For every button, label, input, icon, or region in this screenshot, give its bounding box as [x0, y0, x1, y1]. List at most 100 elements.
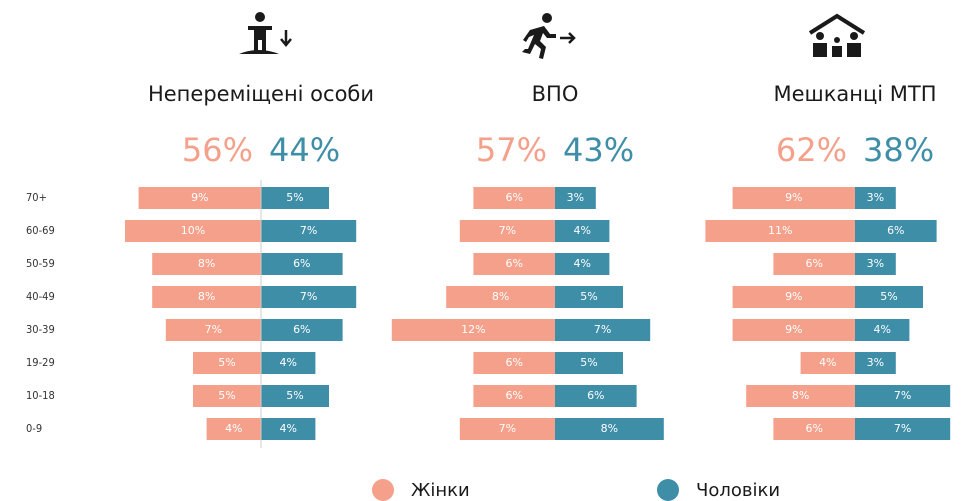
bar-men [261, 220, 357, 242]
bar-label: 5% [880, 290, 897, 303]
bar-men [555, 319, 651, 341]
bar-label: 3% [567, 191, 584, 204]
bar-label: 7% [499, 224, 516, 237]
age-label: 40-49 [26, 290, 55, 303]
bar-label: 9% [191, 191, 208, 204]
total-men: 44% [269, 131, 340, 169]
bar-women [746, 385, 855, 407]
age-label: 0-9 [26, 422, 42, 435]
bar-label: 8% [792, 389, 809, 402]
bar-women [193, 352, 261, 374]
panel-title: Мешканці МТП [773, 82, 936, 106]
bar-label: 5% [218, 389, 235, 402]
bar-men [555, 220, 610, 242]
bar-label: 6% [805, 422, 822, 435]
bar-label: 3% [867, 356, 884, 369]
total-men: 38% [863, 131, 934, 169]
total-women: 56% [182, 131, 253, 169]
bar-label: 12% [461, 323, 485, 336]
total-women: 57% [476, 131, 547, 169]
bar-label: 8% [492, 290, 509, 303]
bar-label: 6% [805, 257, 822, 270]
bar-women [165, 319, 261, 341]
bar-women [152, 286, 261, 308]
icon-family-shelter [808, 13, 866, 57]
bar-label: 4% [873, 323, 890, 336]
bar-men [261, 187, 329, 209]
bar-women [732, 319, 855, 341]
bar-men [261, 253, 343, 275]
bar-label: 9% [785, 290, 802, 303]
bar-label: 6% [505, 356, 522, 369]
bar-label: 8% [198, 290, 215, 303]
bar-label: 3% [867, 191, 884, 204]
total-men: 43% [563, 131, 634, 169]
bar-label: 8% [198, 257, 215, 270]
bar-label: 7% [499, 422, 516, 435]
bar-women [193, 385, 261, 407]
bar-men [855, 253, 896, 275]
bar-label: 6% [505, 191, 522, 204]
bar-women [800, 352, 855, 374]
bar-label: 7% [594, 323, 611, 336]
legend-swatch [372, 479, 394, 501]
bar-label: 4% [279, 422, 296, 435]
age-label: 10-18 [26, 389, 55, 402]
bar-women [473, 385, 555, 407]
bar-label: 7% [300, 224, 317, 237]
bar-men [555, 253, 610, 275]
bar-label: 7% [205, 323, 222, 336]
age-label: 70+ [26, 191, 47, 204]
bar-men [261, 385, 329, 407]
bar-label: 6% [293, 257, 310, 270]
icon-person [239, 12, 292, 54]
bar-label: 4% [225, 422, 242, 435]
bar-women [473, 352, 555, 374]
bar-men [855, 286, 923, 308]
bar-label: 3% [867, 257, 884, 270]
panel-title: Непереміщені особи [148, 82, 374, 106]
bar-label: 5% [580, 356, 597, 369]
bar-label: 4% [279, 356, 296, 369]
bar-men [555, 418, 664, 440]
bar-women [773, 418, 855, 440]
bar-men [855, 220, 937, 242]
bar-women [473, 253, 555, 275]
bar-women [152, 253, 261, 275]
bar-label: 6% [887, 224, 904, 237]
bar-label: 4% [573, 257, 590, 270]
bar-men [855, 385, 951, 407]
bar-label: 6% [505, 389, 522, 402]
age-label: 19-29 [26, 356, 55, 369]
bar-label: 8% [601, 422, 618, 435]
bar-women [446, 286, 555, 308]
bar-men [261, 286, 357, 308]
bar-women [459, 220, 555, 242]
bar-women [732, 187, 855, 209]
bar-label: 7% [894, 422, 911, 435]
bar-label: 4% [819, 356, 836, 369]
bar-men [555, 352, 623, 374]
bar-men [855, 352, 896, 374]
bar-women [391, 319, 555, 341]
bar-men [261, 352, 316, 374]
legend-label: Чоловіки [696, 480, 780, 501]
bar-label: 6% [293, 323, 310, 336]
bar-label: 5% [218, 356, 235, 369]
bar-women [705, 220, 855, 242]
total-women: 62% [776, 131, 847, 169]
bar-men [855, 418, 951, 440]
bar-women [773, 253, 855, 275]
age-label: 60-69 [26, 224, 55, 237]
bar-women [138, 187, 261, 209]
bar-women [206, 418, 261, 440]
bar-label: 9% [785, 191, 802, 204]
age-label: 50-59 [26, 257, 55, 270]
legend-label: Жінки [411, 480, 470, 501]
bar-men [855, 319, 910, 341]
bar-label: 10% [181, 224, 205, 237]
bar-label: 6% [587, 389, 604, 402]
bar-label: 4% [573, 224, 590, 237]
panel-title: ВПО [532, 82, 579, 106]
